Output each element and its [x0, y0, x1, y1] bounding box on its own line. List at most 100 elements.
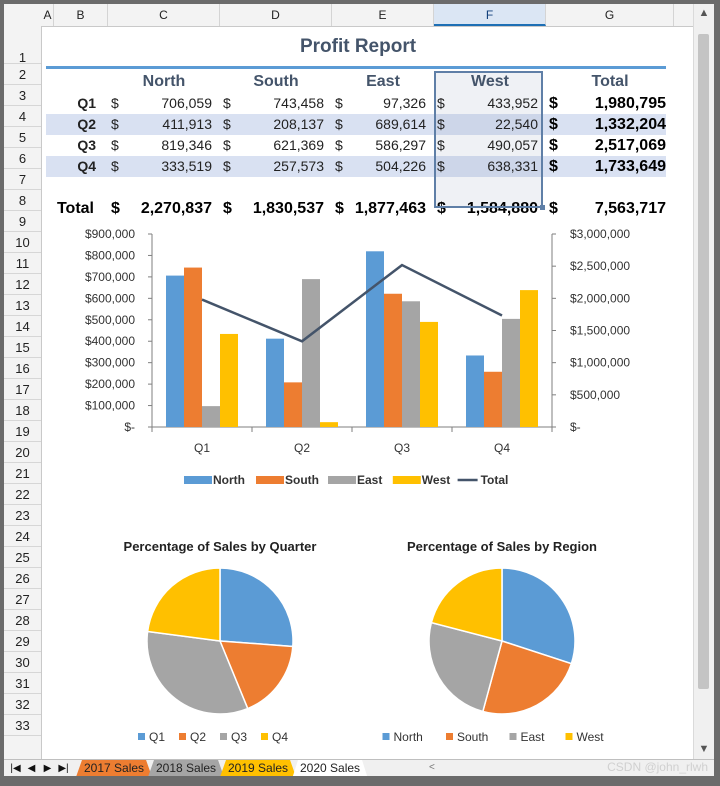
pie-slice-q1[interactable]	[219, 567, 294, 648]
bar-south-q3[interactable]	[384, 293, 402, 427]
bar-north-q1[interactable]	[166, 275, 184, 427]
row-header-21[interactable]: 21	[4, 463, 41, 484]
table-cell[interactable]: 2,517,069	[594, 137, 666, 154]
bar-north-q2[interactable]	[266, 338, 284, 427]
row-header-29[interactable]: 29	[4, 631, 41, 652]
bar-west-q4[interactable]	[520, 290, 538, 427]
pie-slice-east[interactable]	[428, 621, 503, 713]
row-header-13[interactable]: 13	[4, 295, 41, 316]
bar-south-q4[interactable]	[484, 371, 502, 427]
sheet-tab-2020-sales[interactable]: 2020 Sales	[292, 760, 368, 776]
row-header-33[interactable]: 33	[4, 715, 41, 736]
row-header-4[interactable]: 4	[4, 106, 41, 127]
table-cell[interactable]: 22,540	[495, 116, 538, 132]
row-header-1[interactable]: 1	[4, 26, 41, 65]
table-cell[interactable]: 7,563,717	[594, 200, 666, 217]
pie-slice-q2[interactable]	[218, 640, 294, 710]
row-header-8[interactable]: 8	[4, 190, 41, 211]
sheet-grid[interactable]: Profit Report North South East West Total Q1 $…	[42, 26, 674, 759]
row-header-7[interactable]: 7	[4, 169, 41, 190]
pie-slice-south[interactable]	[481, 640, 573, 715]
table-cell[interactable]: 1,830,537	[252, 200, 324, 217]
table-cell[interactable]: 1,877,463	[354, 200, 426, 217]
column-header-a[interactable]: A	[42, 4, 54, 26]
sheet-tab-2018-sales[interactable]: 2018 Sales	[148, 760, 224, 776]
row-header-30[interactable]: 30	[4, 652, 41, 673]
row-header-2[interactable]: 2	[4, 64, 41, 85]
column-header-c[interactable]: C	[108, 4, 220, 26]
row-header-5[interactable]: 5	[4, 127, 41, 148]
bar-south-q1[interactable]	[184, 267, 202, 427]
row-header-3[interactable]: 3	[4, 85, 41, 106]
bar-east-q4[interactable]	[502, 318, 520, 427]
table-cell[interactable]: 97,326	[383, 95, 426, 111]
scroll-thumb[interactable]	[698, 34, 709, 689]
row-header-18[interactable]: 18	[4, 400, 41, 421]
table-cell[interactable]: 638,331	[487, 158, 538, 174]
table-cell[interactable]: 433,952	[487, 95, 538, 111]
row-header-27[interactable]: 27	[4, 589, 41, 610]
table-cell[interactable]: 2,270,837	[140, 200, 212, 217]
table-cell[interactable]: 490,057	[487, 137, 538, 153]
vertical-scrollbar[interactable]: ▲ ▼	[693, 4, 714, 759]
row-header-17[interactable]: 17	[4, 379, 41, 400]
row-header-31[interactable]: 31	[4, 673, 41, 694]
row-header-25[interactable]: 25	[4, 547, 41, 568]
row-header-22[interactable]: 22	[4, 484, 41, 505]
row-header-28[interactable]: 28	[4, 610, 41, 631]
bar-east-q1[interactable]	[202, 406, 220, 427]
prev-sheet-icon[interactable]: ◀	[27, 763, 36, 774]
table-cell[interactable]: 504,226	[375, 158, 426, 174]
table-cell[interactable]: 706,059	[161, 95, 212, 111]
table-cell[interactable]: 689,614	[375, 116, 426, 132]
first-sheet-icon[interactable]: |◀	[10, 763, 21, 774]
bar-west-q3[interactable]	[420, 321, 438, 427]
pie-slice-q4[interactable]	[146, 567, 221, 642]
table-cell[interactable]: 819,346	[161, 137, 212, 153]
column-header-g[interactable]: G	[546, 4, 674, 26]
row-header-32[interactable]: 32	[4, 694, 41, 715]
fill-handle[interactable]	[540, 205, 545, 210]
bar-east-q2[interactable]	[302, 279, 320, 427]
row-header-24[interactable]: 24	[4, 526, 41, 547]
bar-west-q1[interactable]	[220, 333, 238, 427]
row-header-23[interactable]: 23	[4, 505, 41, 526]
table-cell[interactable]: 333,519	[161, 158, 212, 174]
bar-west-q2[interactable]	[320, 422, 338, 427]
column-header-d[interactable]: D	[220, 4, 332, 26]
row-header-12[interactable]: 12	[4, 274, 41, 295]
row-header-9[interactable]: 9	[4, 211, 41, 232]
table-cell[interactable]: 586,297	[375, 137, 426, 153]
column-header-f[interactable]: F	[434, 4, 546, 26]
pie-slice-north[interactable]	[501, 567, 576, 665]
column-header-b[interactable]: B	[54, 4, 108, 26]
table-cell[interactable]: 1,584,880	[466, 200, 538, 217]
bar-north-q4[interactable]	[466, 355, 484, 427]
table-cell[interactable]: 1,332,204	[594, 116, 666, 133]
sheet-tab-2017-sales[interactable]: 2017 Sales	[76, 760, 152, 776]
row-header-11[interactable]: 11	[4, 253, 41, 274]
table-cell[interactable]: 743,458	[273, 95, 324, 111]
pie-slice-west[interactable]	[430, 567, 503, 642]
combo-chart[interactable]: $- $100,000 $200,000 $300,000 $400,000 $500,0…	[42, 216, 674, 494]
pie-chart-region[interactable]: Percentage of Sales by Region North South E…	[352, 506, 652, 756]
row-header-19[interactable]: 19	[4, 421, 41, 442]
column-header-e[interactable]: E	[332, 4, 434, 26]
table-cell[interactable]: 411,913	[162, 116, 212, 132]
table-cell[interactable]: 257,573	[273, 158, 324, 174]
bar-north-q3[interactable]	[366, 251, 384, 427]
row-header-16[interactable]: 16	[4, 358, 41, 379]
row-header-20[interactable]: 20	[4, 442, 41, 463]
row-header-26[interactable]: 26	[4, 568, 41, 589]
row-header-14[interactable]: 14	[4, 316, 41, 337]
row-header-10[interactable]: 10	[4, 232, 41, 253]
next-sheet-icon[interactable]: ▶	[43, 763, 52, 774]
scroll-up-icon[interactable]: ▲	[698, 7, 710, 19]
table-cell[interactable]: 1,980,795	[594, 95, 666, 112]
table-cell[interactable]: 621,369	[273, 137, 324, 153]
row-header-6[interactable]: 6	[4, 148, 41, 169]
table-cell[interactable]: 208,137	[273, 116, 324, 132]
bar-east-q3[interactable]	[402, 301, 420, 427]
hscroll-left-icon[interactable]: <	[429, 762, 435, 773]
pie-slice-q3[interactable]	[146, 630, 249, 715]
